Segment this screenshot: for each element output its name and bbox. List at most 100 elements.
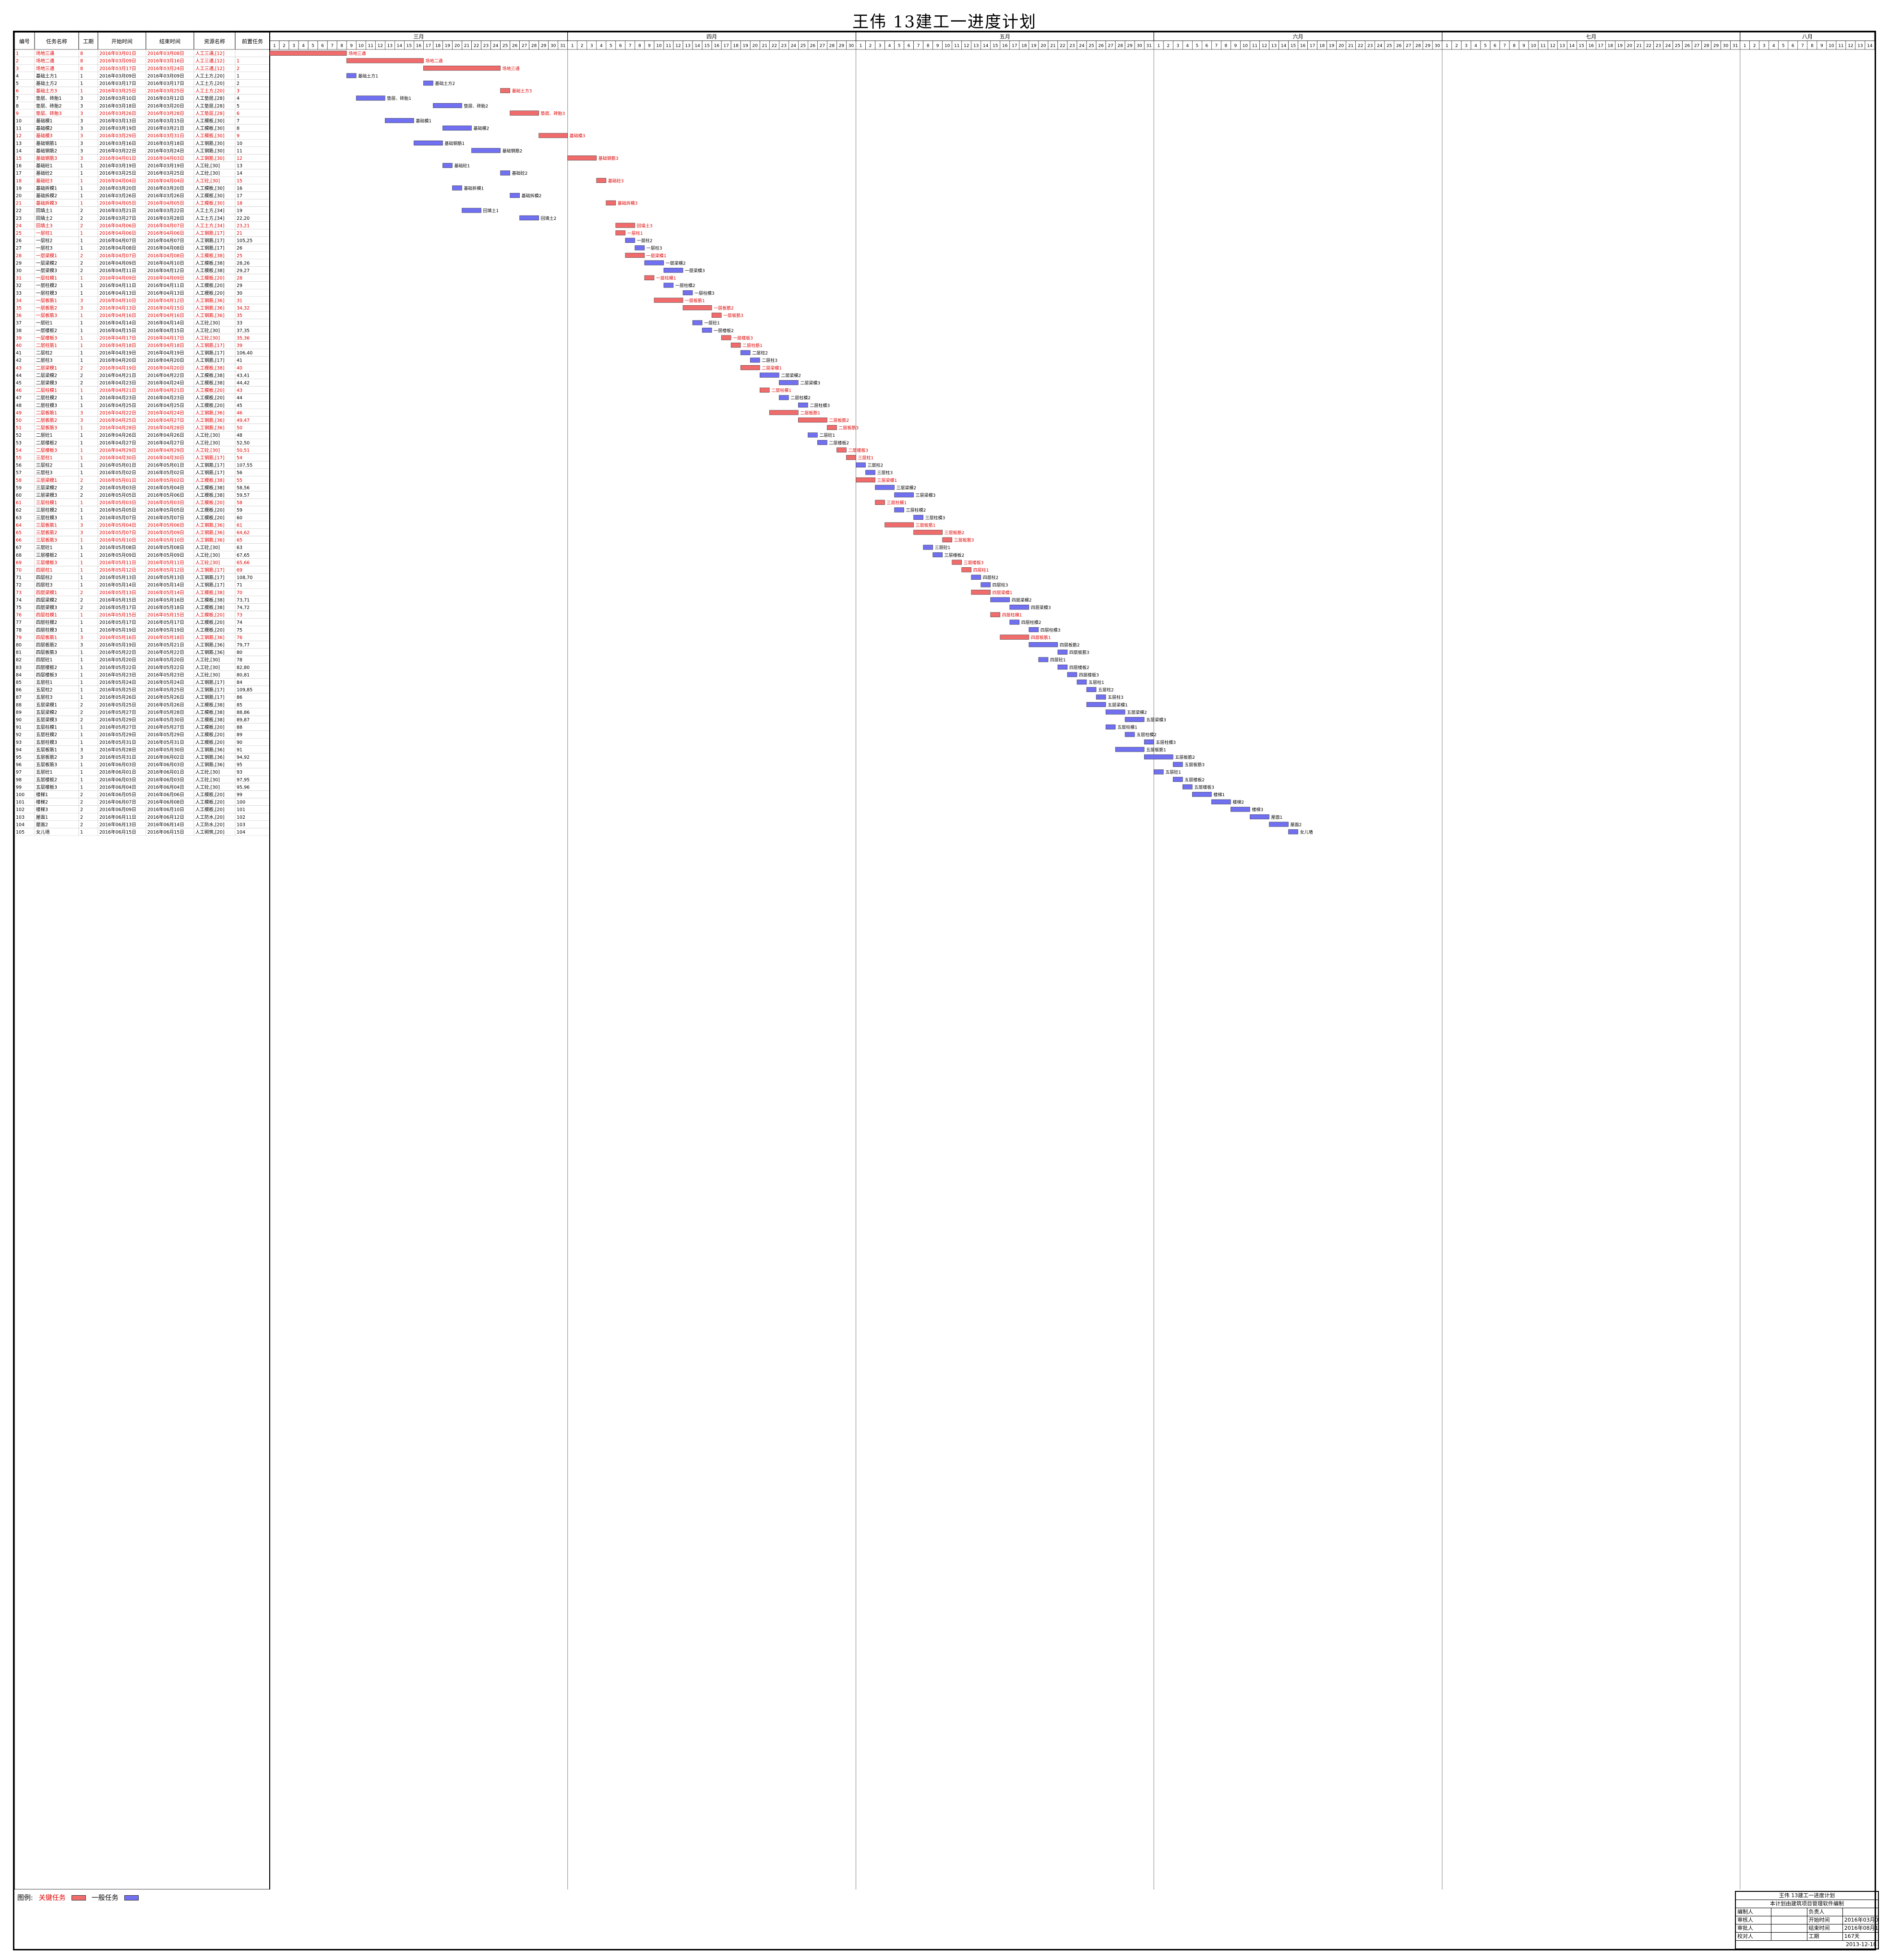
- table-cell-text: 48: [237, 433, 242, 438]
- table-cell-text: 1: [80, 538, 83, 543]
- table-cell-text: 人工钢筋,[17]: [195, 245, 225, 251]
- table-cell-text: 五层梁模1: [36, 702, 57, 708]
- table-cell-text: 1: [80, 575, 83, 581]
- table-cell-text: 33: [237, 321, 242, 326]
- table-cell-text: 三层梁模2: [36, 485, 57, 490]
- task-bar-label: 三层板筋3: [954, 538, 974, 543]
- table-cell-text: 62: [16, 508, 22, 513]
- info-date: 2013-12-18: [1846, 1941, 1877, 1948]
- day-label: 6: [619, 44, 622, 48]
- table-cell-text: 人工模板,[38]: [195, 702, 225, 708]
- table-cell-text: 2016年05月15日: [99, 612, 136, 618]
- table-cell-text: 1: [80, 515, 83, 521]
- table-cell-text: 二层砼1: [36, 432, 53, 438]
- table-cell-text: 2016年06月05日: [99, 792, 136, 798]
- table-cell-text: 1: [80, 328, 83, 334]
- table-cell-text: 2016年04月26日: [147, 432, 184, 438]
- task-bar-label: 五层板筋3: [1184, 762, 1205, 768]
- task-bar-label: 五层柱2: [1098, 687, 1114, 693]
- day-label: 27: [1406, 44, 1411, 48]
- table-cell-text: 17: [16, 171, 22, 176]
- day-label: 17: [1012, 44, 1017, 48]
- table-cell-text: 三层楼板3: [36, 560, 57, 565]
- table-cell-text: 7: [237, 119, 239, 124]
- table-cell-text: 97,95: [237, 777, 250, 783]
- task-bar: [1231, 807, 1250, 812]
- day-label: 12: [1262, 44, 1267, 48]
- table-cell-text: 92: [16, 732, 22, 738]
- task-bar-label: 四层柱3: [992, 582, 1008, 588]
- day-label: 17: [1598, 44, 1603, 48]
- table-cell-text: 2016年05月16日: [99, 634, 136, 640]
- day-label: 2: [869, 44, 872, 48]
- table-cell-text: 五层柱模3: [36, 740, 57, 745]
- task-bar-label: 一层柱3: [646, 245, 662, 251]
- table-cell-text: 75: [16, 605, 22, 610]
- task-bar-label: 三层柱模3: [925, 515, 945, 521]
- task-bar: [615, 223, 635, 228]
- day-label: 5: [1484, 44, 1487, 48]
- table-cell-text: 三层柱3: [36, 470, 53, 476]
- table-cell-text: 2016年06月01日: [147, 769, 184, 775]
- table-cell-text: 2016年05月22日: [99, 650, 136, 656]
- table-cell-text: 一层梁模2: [36, 260, 57, 266]
- table-cell-text: 101: [237, 807, 245, 813]
- task-bar-label: 楼梯1: [1213, 792, 1225, 798]
- task-bar-label: 五层柱1: [1088, 680, 1104, 685]
- table-cell-text: 40: [16, 343, 22, 348]
- table-cell-text: 99: [237, 792, 242, 798]
- table-cell-text: 人工钢筋,[36]: [195, 425, 225, 431]
- day-label: 21: [1050, 44, 1055, 48]
- table-cell-text: 2016年03月08日: [147, 51, 184, 57]
- table-cell-text: 13: [16, 141, 22, 146]
- table-cell-text: 人工土方,[34]: [195, 223, 225, 228]
- day-label: 29: [1425, 44, 1431, 48]
- table-cell-text: 人工模板,[20]: [195, 725, 225, 730]
- table-cell-text: 56: [237, 470, 242, 476]
- task-bar: [1086, 687, 1097, 692]
- table-cell-text: 2016年03月09日: [99, 73, 136, 79]
- task-bar-label: 二层梁模3: [800, 380, 820, 386]
- table-cell-text: 2016年03月17日: [99, 81, 136, 86]
- day-label: 30: [1136, 44, 1142, 48]
- table-cell-text: 人工砼,[30]: [195, 432, 220, 438]
- task-bar: [1105, 709, 1125, 715]
- table-cell-text: 13: [237, 164, 242, 169]
- table-cell-text: 女儿墙: [36, 829, 50, 835]
- table-cell-text: 2016年05月16日: [147, 597, 184, 603]
- table-cell-text: 人工钢筋,[30]: [195, 141, 225, 146]
- table-cell-text: 2016年03月12日: [147, 96, 184, 101]
- table-cell-text: 22,20: [237, 216, 250, 221]
- day-label: 5: [1196, 44, 1198, 48]
- task-bar: [1009, 620, 1020, 625]
- info-key: 审核人: [1737, 1917, 1753, 1923]
- day-label: 8: [638, 44, 641, 48]
- task-bar: [769, 410, 799, 415]
- table-cell-text: 74,72: [237, 605, 250, 610]
- table-cell-text: 2016年03月19日: [147, 163, 184, 169]
- table-cell-text: 2016年04月06日: [147, 230, 184, 236]
- table-cell-text: 人工砼,[30]: [195, 784, 220, 790]
- table-cell-text: 2: [80, 478, 83, 483]
- task-bar-label: 二层板筋3: [838, 425, 859, 431]
- table-cell-text: 基础钢筋1: [36, 141, 57, 146]
- table-cell-text: 40: [237, 366, 242, 371]
- table-cell-text: 99: [16, 785, 22, 790]
- task-bar-label: 基础模3: [570, 133, 586, 139]
- day-label: 19: [1329, 44, 1335, 48]
- table-cell-text: 1: [80, 650, 83, 656]
- table-cell-text: 102: [16, 807, 24, 813]
- task-bar-label: 三层柱模1: [887, 500, 907, 506]
- table-cell-text: 2016年05月03日: [147, 500, 184, 506]
- table-cell-text: 56: [16, 463, 22, 468]
- table-cell-text: 43: [237, 388, 242, 394]
- task-bar-label: 三层楼板3: [964, 560, 984, 565]
- table-cell-text: 人工模板,[20]: [195, 800, 225, 805]
- table-cell-text: 人工土方,[34]: [195, 208, 225, 214]
- table-cell-text: 86: [237, 695, 242, 700]
- table-cell-text: 80,81: [237, 672, 250, 678]
- table-cell-text: 2016年05月07日: [99, 530, 136, 536]
- table-cell-text: 2016年03月19日: [99, 126, 136, 131]
- table-cell-text: 2: [80, 815, 83, 820]
- task-bar-label: 一层柱模1: [656, 275, 676, 281]
